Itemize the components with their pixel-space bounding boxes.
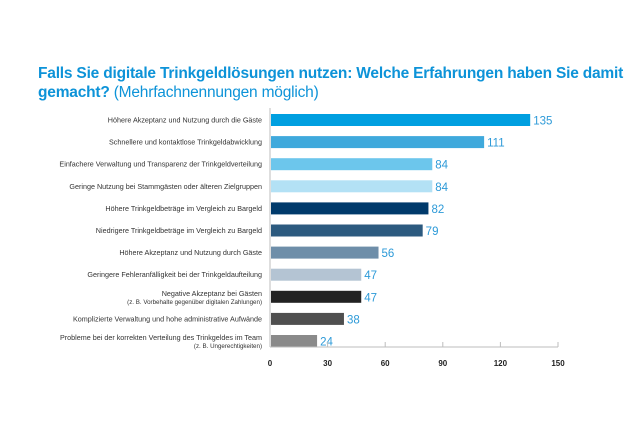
category-label: Höhere Akzeptanz und Nutzung durch Gäste bbox=[119, 248, 262, 257]
value-label: 84 bbox=[435, 182, 448, 194]
category-label: Probleme bei der korrekten Verteilung de… bbox=[60, 333, 262, 342]
bar bbox=[271, 158, 433, 171]
x-tick-label: 0 bbox=[268, 359, 273, 368]
chart-title-note: (Mehrfachnennungen möglich) bbox=[113, 84, 319, 101]
value-label: 84 bbox=[435, 160, 448, 172]
category-label: Geringe Nutzung bei Stammgästen oder ält… bbox=[69, 182, 262, 191]
bars-group: Höhere Akzeptanz und Nutzung durch die G… bbox=[59, 114, 552, 350]
value-label: 24 bbox=[320, 337, 333, 349]
bar bbox=[271, 224, 423, 237]
bar bbox=[271, 335, 318, 347]
x-tick-label: 30 bbox=[323, 359, 332, 368]
bar bbox=[271, 246, 379, 259]
category-label: Höhere Akzeptanz und Nutzung durch die G… bbox=[108, 116, 262, 125]
value-label: 79 bbox=[426, 226, 439, 238]
value-label: 38 bbox=[347, 314, 360, 326]
bar-row: Komplizierte Verwaltung und hohe adminis… bbox=[73, 312, 360, 326]
bar bbox=[271, 136, 485, 149]
value-label: 111 bbox=[487, 138, 504, 150]
x-axis: 0 30 60 90 120 150 bbox=[268, 108, 565, 368]
bar bbox=[271, 114, 531, 126]
bar-row: Niedrigere Trinkgeldbeträge im Vergleich… bbox=[96, 224, 439, 238]
category-label: Schnellere und kontaktlose Trinkgeldabwi… bbox=[109, 138, 262, 147]
value-label: 47 bbox=[364, 292, 377, 304]
bar bbox=[271, 180, 433, 193]
chart-title-bold: Falls Sie digitale Trinkgeldlösungen nut… bbox=[38, 65, 624, 101]
category-label: Komplizierte Verwaltung und hohe adminis… bbox=[73, 314, 262, 323]
category-label: Niedrigere Trinkgeldbeträge im Vergleich… bbox=[96, 226, 262, 235]
bar-row: Einfachere Verwaltung und Transparenz de… bbox=[59, 158, 449, 172]
bar-row: Höhere Akzeptanz und Nutzung durch Gäste… bbox=[119, 246, 395, 260]
x-tick-label: 90 bbox=[438, 359, 447, 368]
bar-row: Probleme bei der korrekten Verteilung de… bbox=[60, 333, 333, 350]
x-tick-label: 150 bbox=[551, 359, 565, 368]
bar bbox=[271, 268, 362, 281]
category-label: Einfachere Verwaltung und Transparenz de… bbox=[59, 160, 262, 169]
chart-title: Falls Sie digitale Trinkgeldlösungen nut… bbox=[38, 64, 628, 102]
value-label: 135 bbox=[533, 116, 552, 128]
x-tick-label: 60 bbox=[381, 359, 390, 368]
value-label: 47 bbox=[364, 270, 377, 282]
category-label: Negative Akzeptanz bei Gästen bbox=[162, 289, 262, 298]
bar-row: Höhere Akzeptanz und Nutzung durch die G… bbox=[108, 114, 552, 128]
bar-row: Schnellere und kontaktlose Trinkgeldabwi… bbox=[109, 136, 505, 150]
bar-row: Höhere Trinkgeldbeträge im Vergleich zu … bbox=[105, 202, 444, 216]
category-sublabel: (z. B. Ungerechtigkeiten) bbox=[194, 343, 262, 350]
bar bbox=[271, 202, 429, 215]
bar-row: Geringe Nutzung bei Stammgästen oder ält… bbox=[69, 180, 449, 194]
bar bbox=[271, 290, 362, 303]
category-label: Geringere Fehleranfälligkeit bei der Tri… bbox=[87, 270, 262, 279]
category-sublabel: (z. B. Vorbehalte gegenüber digitalen Za… bbox=[127, 299, 262, 306]
category-label: Höhere Trinkgeldbeträge im Vergleich zu … bbox=[105, 204, 262, 213]
bar-row: Geringere Fehleranfälligkeit bei der Tri… bbox=[87, 268, 377, 282]
value-label: 56 bbox=[382, 248, 395, 260]
x-tick-label: 120 bbox=[494, 359, 508, 368]
bar-row: Negative Akzeptanz bei Gästen(z. B. Vorb… bbox=[127, 289, 377, 306]
bar bbox=[271, 312, 344, 325]
value-label: 82 bbox=[431, 204, 444, 216]
